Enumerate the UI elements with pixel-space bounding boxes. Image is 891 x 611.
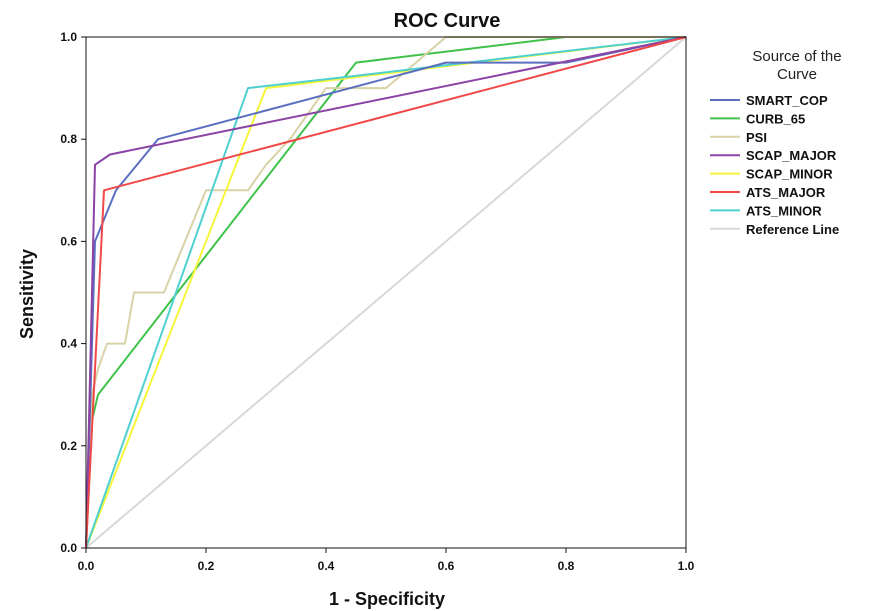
series-line-psi bbox=[85, 36, 686, 549]
x-tick-label: 1.0 bbox=[678, 559, 695, 573]
legend-items: SMART_COP CURB_65 PSI SCAP_MAJOR SCAP_MINOR A… bbox=[710, 93, 839, 237]
y-tick-label: 0.6 bbox=[60, 234, 77, 248]
y-tick-label: 0.4 bbox=[60, 337, 77, 351]
series-line-ats-minor bbox=[85, 36, 687, 549]
legend: Source of the Curve SMART_COPCURB_65PSIS… bbox=[710, 48, 842, 237]
y-axis-title: Sensitivity bbox=[17, 249, 37, 339]
series-line-ats-major bbox=[85, 36, 687, 549]
legend-label-psi: PSI bbox=[746, 130, 767, 145]
x-axis-title: 1 - Specificity bbox=[329, 589, 445, 609]
legend-label-ats-major: ATS_MAJOR bbox=[746, 185, 826, 200]
series-line-scap-major bbox=[85, 36, 687, 549]
legend-label-scap-major: SCAP_MAJOR bbox=[746, 148, 837, 163]
x-tick-label: 0.8 bbox=[558, 559, 575, 573]
legend-title-line1: Source of the bbox=[752, 48, 841, 65]
y-tick-label: 1.0 bbox=[60, 30, 77, 44]
x-tick-label: 0.0 bbox=[78, 559, 95, 573]
x-tick-label: 0.4 bbox=[318, 559, 335, 573]
legend-label-reference-line: Reference Line bbox=[746, 222, 839, 237]
legend-label-smart-cop: SMART_COP bbox=[746, 93, 828, 108]
legend-label-scap-minor: SCAP_MINOR bbox=[746, 167, 833, 182]
x-axis-ticks: 0.0 0.2 0.4 0.6 0.8 1.0 bbox=[78, 548, 695, 573]
chart-title: ROC Curve bbox=[394, 10, 501, 32]
y-axis-ticks: 0.0 0.2 0.4 0.6 0.8 1.0 bbox=[60, 30, 86, 555]
legend-label-curb-65: CURB_65 bbox=[746, 111, 805, 126]
series-line-reference-line bbox=[85, 36, 687, 549]
y-tick-label: 0.2 bbox=[60, 439, 77, 453]
series-line-smart-cop bbox=[85, 36, 687, 549]
series-lines bbox=[85, 36, 687, 549]
legend-title-line2: Curve bbox=[777, 66, 817, 83]
y-tick-label: 0.8 bbox=[60, 132, 77, 146]
legend-label-ats-minor: ATS_MINOR bbox=[746, 203, 822, 218]
x-tick-label: 0.2 bbox=[198, 559, 215, 573]
x-tick-label: 0.6 bbox=[438, 559, 455, 573]
plot-frame bbox=[85, 36, 687, 549]
y-tick-label: 0.0 bbox=[60, 541, 77, 555]
